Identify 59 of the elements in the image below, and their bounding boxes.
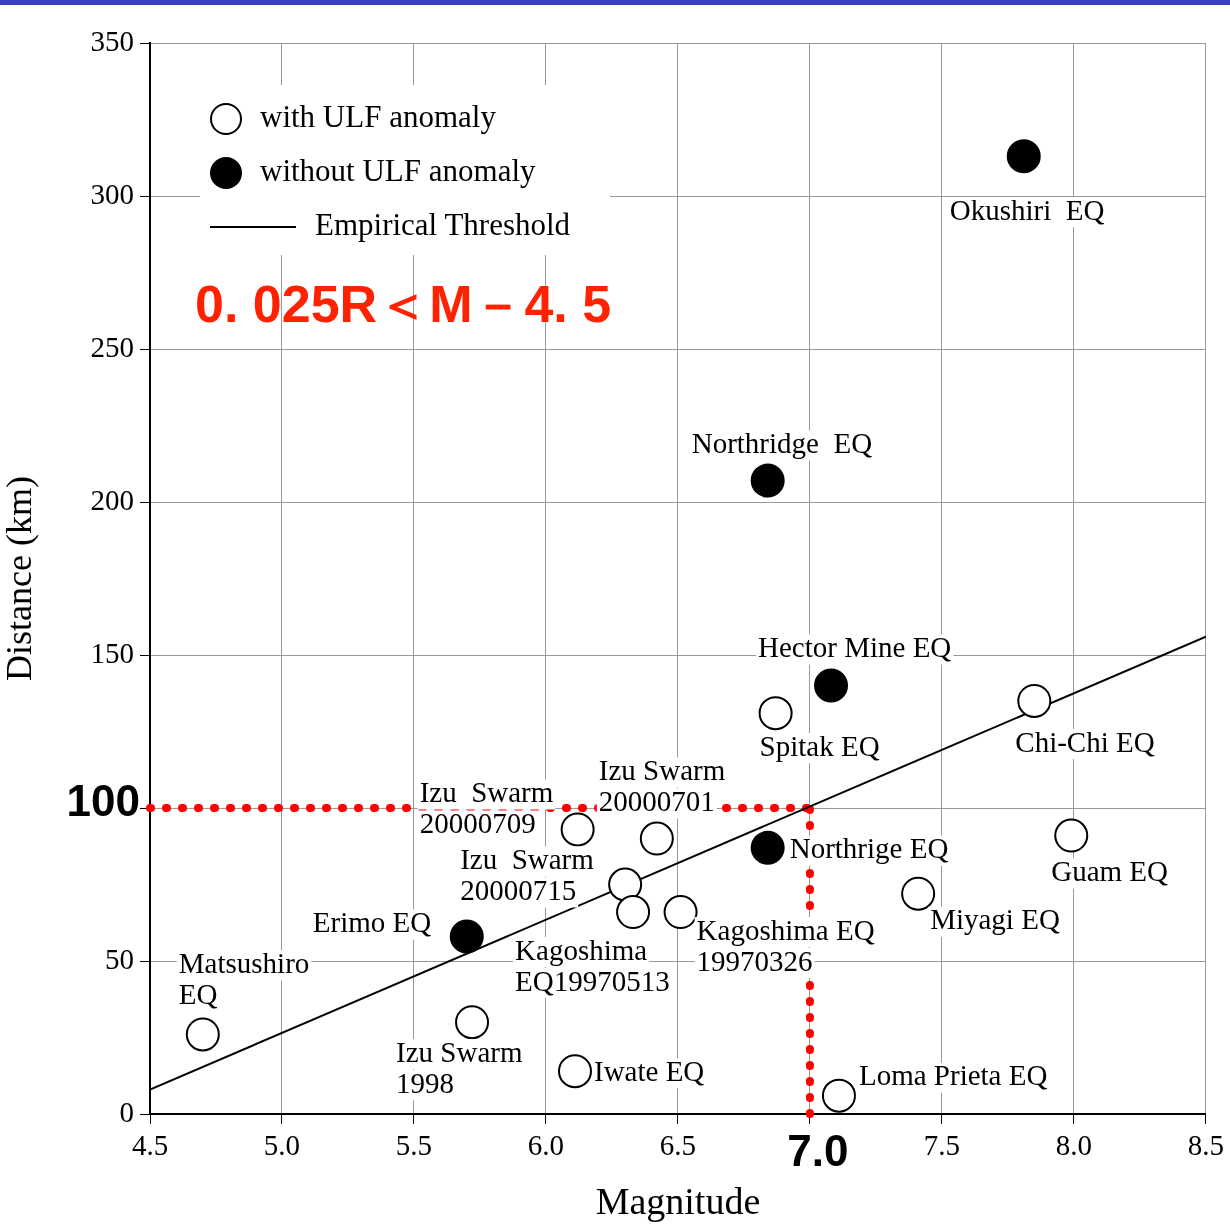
- x-tick-label: 5.5: [395, 1129, 433, 1162]
- point: [560, 812, 595, 847]
- point: [663, 895, 698, 930]
- x-tick-label: 8.5: [1187, 1129, 1224, 1162]
- point: [455, 1005, 490, 1040]
- annotation: Guam EQ: [1051, 855, 1169, 888]
- y-tick-label: 250: [90, 330, 134, 363]
- annotation: Loma Prieta EQ: [858, 1059, 1048, 1092]
- annotation: Izu Swarm 20000715: [460, 843, 595, 907]
- point: [185, 1017, 220, 1052]
- x-tick-label: 7.5: [923, 1129, 961, 1162]
- x-tick-label: 6.5: [659, 1129, 697, 1162]
- point: [1006, 139, 1041, 174]
- x-tick-label: 8.0: [1055, 1129, 1093, 1162]
- point: [814, 668, 849, 703]
- point: [758, 696, 793, 731]
- annotation: Miyagi EQ: [930, 903, 1060, 936]
- annotation: Matsushiro EQ: [178, 947, 310, 1011]
- point: [639, 821, 674, 856]
- x-tick-label: 5.0: [263, 1129, 301, 1162]
- annotation: Izu Swarm 1998: [396, 1035, 523, 1099]
- point: [750, 463, 785, 498]
- point: [901, 876, 936, 911]
- y-tick-label: 0: [119, 1095, 134, 1128]
- y-tick-label: 300: [90, 177, 134, 210]
- x-axis-title: Magnitude: [595, 1180, 761, 1223]
- ref-line-label: 100: [66, 776, 140, 826]
- legend-label: without ULF anomaly: [260, 153, 537, 189]
- annotation: Spitak EQ: [759, 729, 880, 762]
- x-tick-label: 6.0: [527, 1129, 565, 1162]
- annotation: Izu Swarm 20000709: [419, 776, 554, 840]
- point: [616, 895, 651, 930]
- annotation: Izu Swarm 20000701: [598, 754, 726, 818]
- point: [821, 1078, 856, 1113]
- annotation: Iwate EQ: [593, 1054, 705, 1087]
- annotation: Hector Mine EQ: [758, 631, 952, 664]
- annotation: Erimo EQ: [312, 906, 432, 939]
- point: [1017, 683, 1052, 718]
- y-tick-label: 50: [105, 942, 134, 975]
- point: [608, 867, 643, 902]
- annotation: 0. 025R＜M－4. 5: [195, 275, 612, 334]
- annotation: Okushiri EQ: [949, 193, 1105, 226]
- legend-label: Empirical Threshold: [315, 207, 571, 243]
- point: [750, 830, 785, 865]
- ref-line-label: 7.0: [787, 1126, 849, 1176]
- point: [1054, 818, 1089, 853]
- point: [557, 1054, 592, 1089]
- annotation: Kagoshima EQ 19970326: [696, 913, 875, 977]
- annotation: Chi-Chi EQ: [1015, 725, 1155, 758]
- y-axis-title: Distance (km): [0, 476, 40, 681]
- y-tick-label: 350: [90, 24, 134, 57]
- annotation: Northrige EQ: [789, 832, 949, 865]
- y-tick-label: 150: [90, 636, 134, 669]
- annotation: Kagoshima EQ19970513: [515, 933, 670, 997]
- annotation: Northridge EQ: [691, 427, 873, 460]
- legend-label: with ULF anomaly: [260, 99, 497, 135]
- x-tick-label: 4.5: [131, 1129, 169, 1162]
- point: [449, 919, 484, 954]
- y-tick-label: 200: [90, 483, 134, 516]
